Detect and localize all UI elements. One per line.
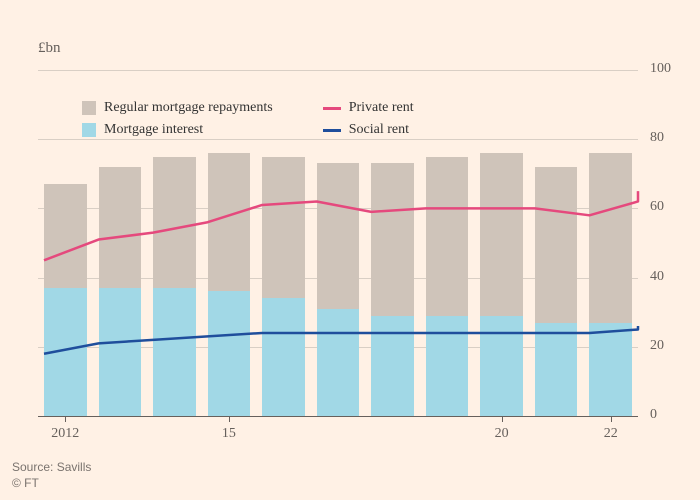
legend-label: Social rent: [349, 122, 409, 138]
y-tick-label: 100: [650, 61, 671, 77]
source-text: Source: Savills: [12, 460, 91, 474]
legend-item: Social rent: [323, 122, 414, 138]
legend-item: Private rent: [323, 100, 414, 116]
x-tick-label: 20: [495, 426, 509, 442]
legend-box-swatch: [82, 101, 96, 115]
y-tick-label: 20: [650, 338, 664, 354]
y-tick-label: 60: [650, 199, 664, 215]
legend: Regular mortgage repayments Mortgage inte…: [82, 100, 414, 138]
x-tick-mark: [229, 416, 230, 422]
legend-label: Regular mortgage repayments: [104, 100, 273, 116]
x-tick-label: 15: [222, 426, 236, 442]
x-tick-mark: [611, 416, 612, 422]
x-tick-mark: [65, 416, 66, 422]
x-tick-label: 22: [604, 426, 618, 442]
legend-label: Mortgage interest: [104, 122, 203, 138]
y-axis-label: £bn: [38, 40, 61, 57]
x-tick-mark: [502, 416, 503, 422]
gridline: [38, 416, 638, 417]
line-series: [44, 191, 638, 260]
y-tick-label: 0: [650, 407, 657, 423]
y-tick-label: 40: [650, 269, 664, 285]
y-tick-label: 80: [650, 130, 664, 146]
legend-line-swatch: [323, 129, 341, 132]
legend-item: Mortgage interest: [82, 122, 273, 138]
legend-line-swatch: [323, 107, 341, 110]
x-tick-label: 2012: [51, 426, 79, 442]
copyright-text: © FT: [12, 476, 39, 490]
chart-container: £bn 0 20 40 60 80 100 2012 15 20 22 Regular mortg…: [0, 0, 700, 500]
legend-box-swatch: [82, 123, 96, 137]
legend-label: Private rent: [349, 100, 414, 116]
line-series: [44, 326, 638, 354]
legend-item: Regular mortgage repayments: [82, 100, 273, 116]
